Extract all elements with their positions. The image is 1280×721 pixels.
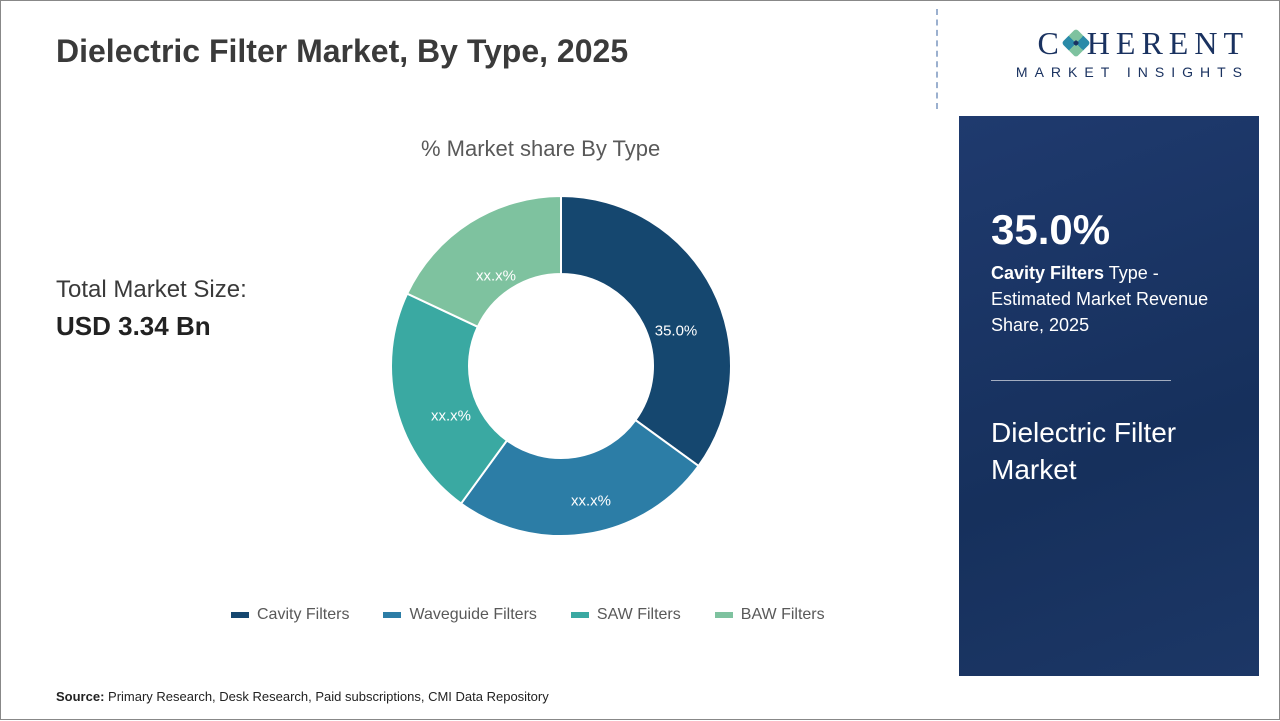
logo-mark-icon (1063, 30, 1089, 56)
donut-slice (561, 196, 731, 466)
logo-line2: MARKET INSIGHTS (949, 64, 1249, 80)
legend-item: Cavity Filters (231, 606, 349, 624)
source-text: Primary Research, Desk Research, Paid su… (104, 689, 548, 704)
donut-chart: 35.0% xx.x% xx.x% xx.x% (376, 181, 746, 551)
legend-item: SAW Filters (571, 606, 681, 624)
brand-logo: C HERENT MARKET INSIGHTS (949, 25, 1249, 80)
side-panel: 35.0% Cavity Filters Type - Estimated Ma… (959, 116, 1259, 676)
source-line: Source: Primary Research, Desk Research,… (56, 689, 549, 704)
slice-label: 35.0% (655, 323, 698, 340)
legend-swatch (231, 612, 249, 618)
legend-label: Waveguide Filters (409, 606, 536, 624)
market-size-value: USD 3.34 Bn (56, 311, 211, 342)
panel-divider (991, 380, 1171, 381)
slice-label: xx.x% (571, 493, 611, 510)
panel-percent: 35.0% (991, 206, 1227, 254)
legend-swatch (571, 612, 589, 618)
main-area: Dielectric Filter Market, By Type, 2025 … (1, 1, 936, 721)
logo-c: C (1037, 25, 1064, 61)
legend-item: Waveguide Filters (383, 606, 536, 624)
logo-line1: C HERENT (949, 25, 1249, 62)
slice-label: xx.x% (476, 268, 516, 285)
legend-label: Cavity Filters (257, 606, 349, 624)
legend-label: BAW Filters (741, 606, 825, 624)
chart-subtitle: % Market share By Type (421, 136, 660, 162)
source-prefix: Source: (56, 689, 104, 704)
panel-desc-bold: Cavity Filters (991, 263, 1104, 283)
panel-market-name: Dielectric Filter Market (991, 415, 1227, 488)
legend-swatch (715, 612, 733, 618)
slice-label: xx.x% (431, 408, 471, 425)
donut-svg (376, 181, 746, 551)
legend-item: BAW Filters (715, 606, 825, 624)
page-title: Dielectric Filter Market, By Type, 2025 (56, 33, 628, 70)
legend-label: SAW Filters (597, 606, 681, 624)
market-size-label: Total Market Size: (56, 276, 247, 304)
logo-herent: HERENT (1087, 25, 1249, 61)
legend-swatch (383, 612, 401, 618)
vertical-divider (936, 9, 938, 109)
panel-description: Cavity Filters Type - Estimated Market R… (991, 260, 1227, 338)
legend: Cavity Filters Waveguide Filters SAW Filte… (231, 606, 825, 624)
